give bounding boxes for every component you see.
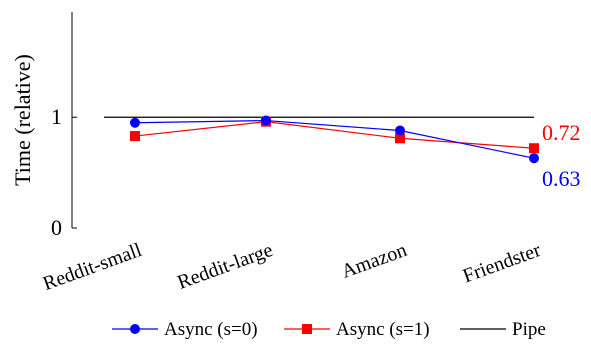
y-tick-label: 0 (51, 215, 62, 240)
x-tick-label: Amazon (339, 239, 410, 283)
data-label: 0.72 (542, 120, 581, 145)
legend-marker (130, 324, 140, 334)
legend-label: Async (s=0) (164, 319, 258, 340)
series-line (134, 119, 535, 159)
x-tick-label: Reddit-large (175, 239, 276, 294)
data-point (529, 143, 539, 154)
legend-marker (302, 324, 312, 334)
y-tick-label: 1 (51, 104, 62, 129)
data-point (261, 115, 271, 126)
data-label: 0.63 (542, 166, 581, 191)
legend-label: Async (s=1) (336, 319, 430, 340)
annotations: 0.72 0.63 (542, 120, 581, 191)
data-point (130, 131, 140, 142)
data-point (395, 125, 405, 136)
data-point (529, 153, 539, 164)
x-tick-label: Reddit-small (40, 239, 145, 295)
data-point (130, 117, 140, 128)
series-layer (104, 115, 539, 164)
data-point (395, 133, 405, 144)
x-tick-label: Friendster (460, 239, 544, 288)
y-axis-label: Time (relative) (10, 54, 35, 186)
legend-label: Pipe (512, 319, 546, 340)
legend: Async (s=0) Async (s=1) Pipe (112, 319, 546, 340)
axes: 0 1 Reddit-small Reddit-large Amazon Friendst… (40, 12, 544, 295)
series-line (134, 121, 535, 149)
